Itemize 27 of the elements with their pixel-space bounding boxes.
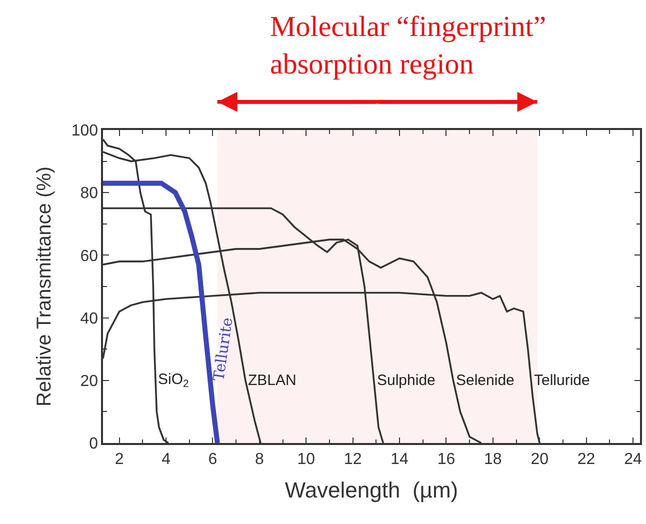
x-tick-label: 14 xyxy=(390,450,409,468)
x-tick-label: 4 xyxy=(162,450,171,468)
x-tick-label: 8 xyxy=(254,450,264,468)
series-label: Telluride xyxy=(534,372,590,389)
x-tick-label: 6 xyxy=(208,450,218,468)
x-tick-label: 12 xyxy=(344,450,362,468)
x-tick-label: 18 xyxy=(484,450,502,468)
x-tick-label: 24 xyxy=(624,450,642,468)
x-tick-label: 22 xyxy=(577,450,596,468)
x-tick-label: 20 xyxy=(530,450,549,468)
series-label: ZBLAN xyxy=(248,372,296,389)
x-tick-label: 10 xyxy=(297,450,316,468)
y-tick-label: 40 xyxy=(80,310,98,328)
text: Tellurite xyxy=(210,316,236,382)
y-tick-label: 100 xyxy=(71,122,98,140)
y-tick-label: 20 xyxy=(80,373,98,390)
y-tick-label: 60 xyxy=(80,248,98,265)
series-label: Sulphide xyxy=(377,372,436,389)
series-label: Selenide xyxy=(456,372,514,389)
x-tick-label: 16 xyxy=(437,450,456,468)
x-tick-label: 2 xyxy=(114,450,124,468)
y-tick-label: 80 xyxy=(80,185,98,202)
y-axis-title: Relative Transmittance (%) xyxy=(33,166,56,407)
y-tick-label: 0 xyxy=(89,436,98,453)
series-label: SiO$_{2}$ xyxy=(158,371,190,390)
band-label: Molecular “fingerprint” absorption region xyxy=(270,11,546,81)
x-axis-title: Wavelength (µm) xyxy=(284,477,458,502)
